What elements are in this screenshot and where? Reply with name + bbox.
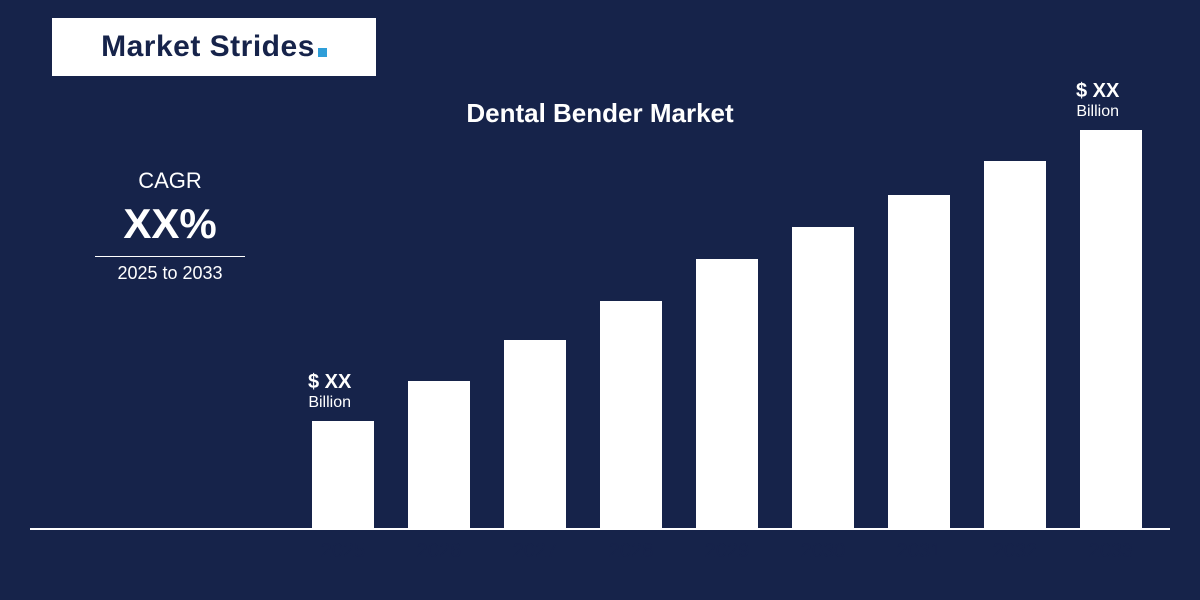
last-bar-callout: $ XX Billion bbox=[1076, 80, 1119, 121]
logo: Market Strides bbox=[101, 30, 327, 64]
logo-text: Market Strides bbox=[101, 30, 315, 64]
bar bbox=[600, 301, 662, 530]
x-axis-label: 2031 bbox=[897, 540, 942, 563]
x-axis-label: 2025 bbox=[321, 540, 366, 563]
first-bar-callout: $ XX Billion bbox=[308, 371, 351, 412]
x-axis-label: 2029 bbox=[705, 540, 750, 563]
cagr-value: XX% bbox=[80, 200, 260, 248]
bar bbox=[696, 259, 758, 530]
cagr-range: 2025 to 2033 bbox=[80, 263, 260, 284]
x-axis-label: 2028 bbox=[609, 540, 654, 563]
x-axis-label: 2026 bbox=[417, 540, 462, 563]
bar bbox=[792, 227, 854, 530]
chart-title: Dental Bender Market bbox=[0, 98, 1200, 129]
bar bbox=[1080, 130, 1142, 530]
callout-first-unit: Billion bbox=[308, 394, 351, 412]
bar bbox=[312, 421, 374, 530]
x-axis-label: 2030 bbox=[801, 540, 846, 563]
chart-plot-area bbox=[280, 130, 1170, 530]
logo-dot-icon bbox=[318, 48, 327, 57]
chart-baseline bbox=[30, 528, 310, 530]
callout-first-value: $ XX bbox=[308, 371, 351, 394]
bar bbox=[408, 381, 470, 530]
callout-last-value: $ XX bbox=[1076, 80, 1119, 103]
cagr-label: CAGR bbox=[80, 168, 260, 194]
callout-last-unit: Billion bbox=[1076, 103, 1119, 121]
x-axis-label: 2032 bbox=[993, 540, 1038, 563]
bar bbox=[984, 161, 1046, 530]
bar bbox=[888, 195, 950, 530]
x-axis-label: 2033 bbox=[1089, 540, 1134, 563]
cagr-divider bbox=[95, 256, 245, 257]
bar bbox=[504, 340, 566, 530]
x-axis-labels: 2025 2026 2027 2028 2029 2030 2031 2032 2033 bbox=[280, 540, 1170, 580]
x-axis-label: 2027 bbox=[513, 540, 558, 563]
cagr-block: CAGR XX% 2025 to 2033 bbox=[80, 168, 260, 284]
logo-plate: Market Strides bbox=[52, 18, 376, 76]
